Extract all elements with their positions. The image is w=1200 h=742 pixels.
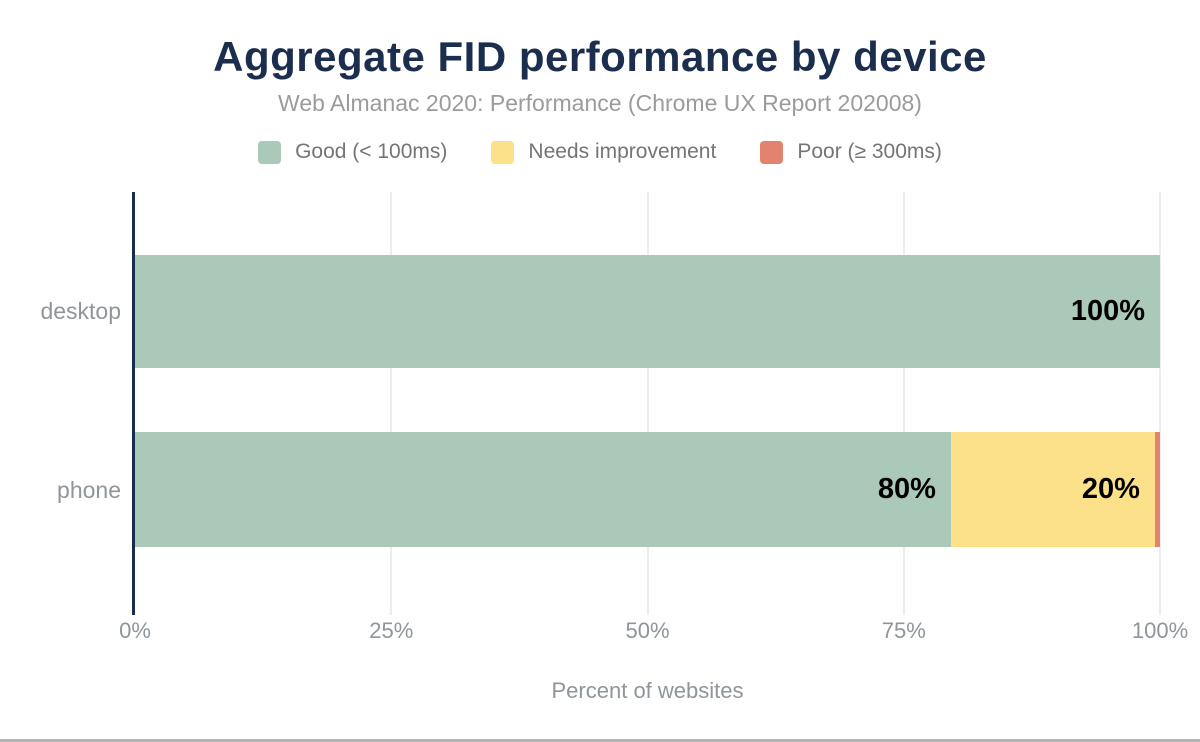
legend-label: Good (< 100ms) bbox=[295, 140, 448, 163]
legend: Good (< 100ms) Needs improvement Poor (≥… bbox=[0, 140, 1200, 164]
legend-item-needs-improvement: Needs improvement bbox=[491, 140, 716, 164]
x-tick-75: 75% bbox=[881, 618, 926, 643]
legend-label: Poor (≥ 300ms) bbox=[797, 140, 942, 163]
legend-item-good: Good (< 100ms) bbox=[258, 140, 447, 164]
x-tick-50: 50% bbox=[625, 618, 670, 643]
gridline-100 bbox=[1159, 192, 1161, 615]
y-axis-line bbox=[132, 192, 135, 615]
legend-swatch-poor bbox=[760, 140, 784, 164]
bar-value-label: 80% bbox=[877, 473, 936, 505]
y-axis-label-desktop: desktop bbox=[40, 298, 121, 324]
bar-row-desktop: 100% bbox=[135, 255, 1160, 368]
x-axis-title: Percent of websites bbox=[551, 678, 744, 703]
bar-value-label: 100% bbox=[1070, 295, 1145, 327]
legend-label: Needs improvement bbox=[528, 140, 717, 163]
bar-segment-desktop-good: 100% bbox=[135, 255, 1160, 368]
gridline-50 bbox=[646, 192, 649, 615]
y-axis-label-phone: phone bbox=[57, 477, 121, 503]
gridline-25 bbox=[390, 192, 393, 615]
x-tick-25: 25% bbox=[369, 618, 414, 643]
plot-area: 100% 80% 20% 0% 25% 50% 75% 100% Percent… bbox=[119, 192, 1188, 703]
x-tick-100: 100% bbox=[1131, 618, 1189, 643]
legend-item-poor: Poor (≥ 300ms) bbox=[760, 140, 942, 164]
chart-title: Aggregate FID performance by device bbox=[213, 33, 987, 80]
legend-swatch-good bbox=[258, 140, 282, 164]
bar-segment-phone-poor bbox=[1154, 432, 1160, 547]
bar-segment-phone-needs-improvement: 20% bbox=[950, 432, 1155, 547]
bar-value-label: 20% bbox=[1081, 473, 1140, 505]
chart-subtitle: Web Almanac 2020: Performance (Chrome UX… bbox=[278, 90, 922, 116]
bar-segment-phone-good: 80% bbox=[135, 432, 951, 547]
legend-swatch-needs-improvement bbox=[491, 140, 515, 164]
bar-row-phone: 80% 20% bbox=[135, 432, 1160, 547]
x-tick-0: 0% bbox=[119, 618, 151, 643]
gridline-75 bbox=[902, 192, 905, 615]
